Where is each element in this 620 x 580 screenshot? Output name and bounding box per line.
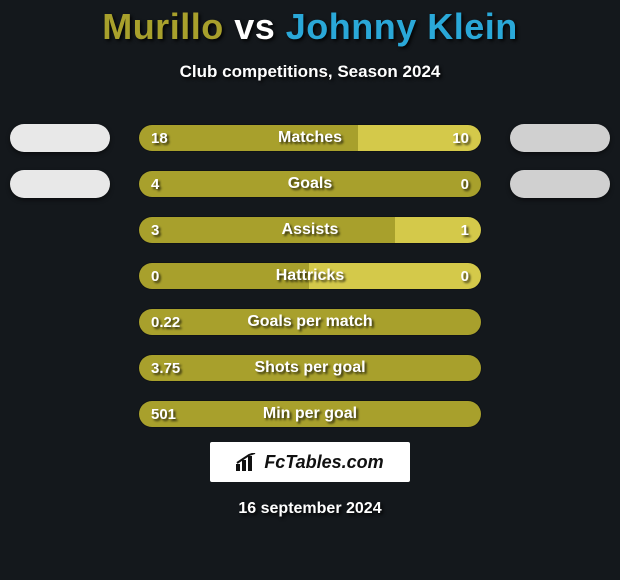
- stat-bar-segment-a: [139, 309, 481, 335]
- stat-bar-segment-b: [309, 263, 481, 289]
- stat-bar-track: 3.75Shots per goal: [138, 354, 482, 382]
- stat-bar-segment-b: [395, 217, 481, 243]
- title-vs: vs: [234, 6, 275, 47]
- stat-bar-track: 00Hattricks: [138, 262, 482, 290]
- footer-logo: FcTables.com: [210, 442, 410, 482]
- team-badge-a: [10, 124, 110, 152]
- chart-icon: [236, 453, 258, 471]
- stat-row: 501Min per goal: [0, 400, 620, 428]
- title-player-b: Johnny Klein: [286, 6, 518, 47]
- stat-row: 0.22Goals per match: [0, 308, 620, 336]
- team-badge-b: [510, 124, 610, 152]
- stat-row: 31Assists: [0, 216, 620, 244]
- stat-bar-segment-b: [358, 125, 481, 151]
- stat-bar-track: 40Goals: [138, 170, 482, 198]
- stat-bar-segment-a: [139, 401, 481, 427]
- stat-bar-track: 0.22Goals per match: [138, 308, 482, 336]
- stat-bar-track: 501Min per goal: [138, 400, 482, 428]
- stat-bar-segment-a: [139, 171, 482, 197]
- footer-logo-text: FcTables.com: [264, 452, 383, 473]
- stat-row: 00Hattricks: [0, 262, 620, 290]
- page-title: Murillo vs Johnny Klein: [0, 0, 620, 48]
- stat-row: 1810Matches: [0, 124, 620, 152]
- comparison-bars: 1810Matches 40Goals 31Assists 00Hattricks 0.…: [0, 124, 620, 446]
- stat-row: 40Goals: [0, 170, 620, 198]
- team-badge-a: [10, 170, 110, 198]
- stat-row: 3.75Shots per goal: [0, 354, 620, 382]
- team-badge-b: [510, 170, 610, 198]
- stat-bar-segment-a: [139, 355, 481, 381]
- stat-bar-segment-a: [139, 217, 397, 243]
- footer-date: 16 september 2024: [0, 500, 620, 518]
- stat-bar-track: 1810Matches: [138, 124, 482, 152]
- stat-bar-segment-a: [139, 125, 360, 151]
- stat-bar-segment-a: [139, 263, 311, 289]
- title-player-a: Murillo: [102, 6, 223, 47]
- subtitle: Club competitions, Season 2024: [0, 62, 620, 82]
- stat-bar-track: 31Assists: [138, 216, 482, 244]
